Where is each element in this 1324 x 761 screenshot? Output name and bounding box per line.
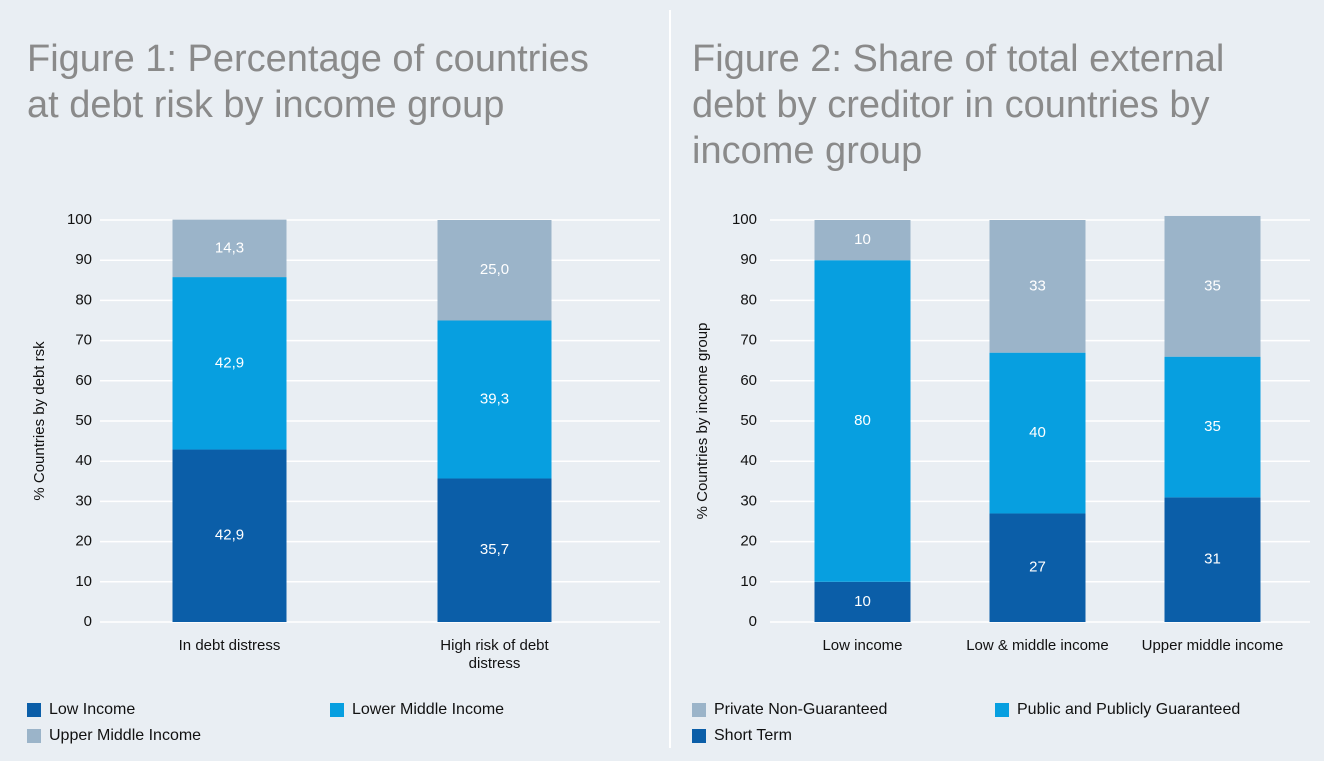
legend-label: Short Term (714, 727, 792, 744)
data-label: 39,3 (480, 390, 509, 407)
legend-swatch (692, 703, 706, 717)
legend-label: Low Income (49, 701, 136, 718)
y-axis-label: % Countries by income group (694, 323, 711, 520)
y-tick-label: 60 (75, 372, 92, 389)
y-axis-label: % Countries by debt rsk (31, 341, 48, 501)
y-tick-label: 60 (740, 372, 757, 389)
y-tick-label: 70 (75, 332, 92, 349)
legend-swatch (995, 703, 1009, 717)
legend-item: Low Income (27, 701, 135, 719)
data-label: 10 (854, 593, 871, 610)
data-label: 33 (1029, 277, 1046, 294)
y-tick-label: 80 (740, 291, 757, 308)
y-tick-label: 80 (75, 291, 92, 308)
legend-item: Short Term (692, 727, 792, 745)
legend-label: Private Non-Guaranteed (714, 701, 888, 718)
bar-segment (437, 220, 552, 321)
data-label: 35 (1204, 418, 1221, 435)
chart-title: Figure 1: Percentage of countries at deb… (27, 38, 589, 126)
y-tick-label: 50 (75, 412, 92, 429)
y-tick-label: 40 (75, 452, 92, 469)
data-label: 42,9 (215, 527, 244, 544)
data-label: 40 (1029, 424, 1046, 441)
legend-item: Upper Middle Income (27, 727, 201, 745)
legend-label: Upper Middle Income (49, 727, 202, 744)
bar-segment (1164, 356, 1261, 498)
legend-item: Public and Publicly Guaranteed (995, 701, 1240, 719)
bar-segment (172, 449, 287, 622)
x-tick-label: High risk of debt distress (440, 637, 549, 672)
bar-segment (814, 220, 911, 261)
bar-segment (172, 219, 287, 278)
legend-swatch (330, 703, 344, 717)
legend-label: Lower Middle Income (352, 701, 505, 718)
legend-swatch (27, 703, 41, 717)
y-tick-label: 10 (740, 573, 757, 590)
legend-swatch (692, 729, 706, 743)
y-tick-label: 50 (740, 412, 757, 429)
bar-segment (814, 260, 911, 582)
y-tick-label: 100 (732, 211, 757, 228)
x-tick-label: In debt distress (178, 637, 281, 654)
y-tick-label: 90 (740, 251, 757, 268)
data-label: 80 (854, 412, 871, 429)
y-tick-label: 90 (75, 251, 92, 268)
x-tick-label: Upper middle income (1141, 637, 1284, 654)
y-tick-label: 100 (67, 211, 92, 228)
data-label: 10 (854, 231, 871, 248)
bar-segment (1164, 497, 1261, 622)
data-label: 25,0 (480, 261, 509, 278)
x-tick-label: Low & middle income (966, 637, 1109, 654)
data-label: 35 (1204, 277, 1221, 294)
y-tick-label: 10 (75, 573, 92, 590)
y-tick-label: 0 (749, 613, 757, 630)
y-tick-label: 30 (75, 492, 92, 509)
bar-segment (989, 352, 1086, 514)
data-label: 31 (1204, 551, 1221, 568)
data-label: 14,3 (215, 239, 244, 256)
y-tick-label: 0 (84, 613, 92, 630)
bar-segment (437, 320, 552, 479)
y-tick-label: 70 (740, 332, 757, 349)
bar-segment (1164, 215, 1261, 357)
y-tick-label: 20 (75, 533, 92, 550)
bar-segment (814, 581, 911, 622)
x-tick-label: Low income (822, 637, 903, 654)
bar-segment (989, 220, 1086, 353)
y-tick-label: 20 (740, 533, 757, 550)
legend-label: Public and Publicly Guaranteed (1017, 701, 1241, 718)
chart-title: Figure 2: Share of total external debt b… (692, 38, 1225, 172)
data-label: 35,7 (480, 541, 509, 558)
y-tick-label: 30 (740, 492, 757, 509)
legend-item: Lower Middle Income (330, 701, 504, 719)
data-label: 42,9 (215, 354, 244, 371)
data-label: 27 (1029, 559, 1046, 576)
legend-item: Private Non-Guaranteed (692, 701, 887, 719)
bar-segment (172, 277, 287, 450)
legend-swatch (27, 729, 41, 743)
y-tick-label: 40 (740, 452, 757, 469)
bar-segment (437, 478, 552, 622)
bar-segment (989, 513, 1086, 622)
